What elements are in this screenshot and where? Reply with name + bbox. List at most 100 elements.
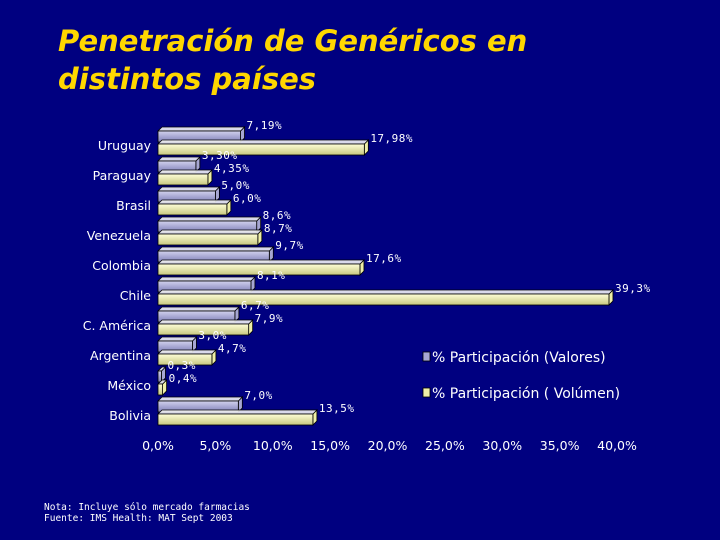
bar-front-face (157, 233, 259, 246)
x-tick-label: 20,0% (368, 438, 408, 453)
category-label-brasil: Brasil (116, 198, 151, 213)
data-label-colombia-volumen: 17,6% (366, 252, 402, 265)
data-label-uruguay-volumen: 17,98% (370, 132, 413, 145)
legend-swatch (422, 351, 431, 362)
bar-top-face (157, 216, 262, 222)
chart-title-line-1: Penetración de Genéricos en (58, 24, 528, 58)
data-label-uruguay-valores: 7,19% (247, 119, 283, 132)
data-label-c-am-rica-valores: 6,7% (241, 299, 270, 312)
bar-argentina-volumen (157, 349, 217, 366)
x-axis-ticks-group: 0,0% 5,0% 10,0% 15,0% 20,0% 25,0% 30,0% 35,0% 40… (142, 438, 637, 453)
bar-paraguay-valores (157, 156, 201, 173)
bar-top-face (157, 199, 232, 205)
bar-c-am-rica-valores (157, 306, 240, 323)
bar-brasil-volumen (157, 199, 232, 216)
x-tick-label: 5,0% (199, 438, 231, 453)
category-label-colombia: Colombia (92, 258, 151, 273)
bar-colombia-volumen (157, 259, 365, 276)
bar-top-face (157, 229, 263, 235)
x-tick-label: 35,0% (540, 438, 580, 453)
legend-label: % Participación (Valores) (432, 350, 606, 366)
bar-top-face (157, 409, 318, 415)
category-label-uruguay: Uruguay (98, 138, 152, 153)
legend: % Participación (Valores) % Participación… (422, 350, 620, 402)
data-label-c-am-rica-volumen: 7,9% (255, 312, 284, 325)
bar-front-face (157, 143, 365, 156)
footnote-source: Fuente: IMS Health: MAT Sept 2003 (44, 513, 233, 524)
bar-venezuela-valores (157, 216, 262, 233)
x-tick-label: 30,0% (482, 438, 522, 453)
bar-top-face (157, 246, 275, 252)
chart-title: Penetración de Genéricos en distintos pa… (58, 22, 618, 98)
data-label-brasil-valores: 5,0% (221, 179, 250, 192)
data-label-m-xico-volumen: 0,4% (169, 372, 198, 385)
data-label-m-xico-valores: 0,3% (167, 359, 196, 372)
data-label-venezuela-valores: 8,6% (263, 209, 292, 222)
bar-top-face (157, 306, 240, 312)
footnote-note: Nota: Incluye sólo mercado farmacias (44, 502, 250, 513)
data-label-paraguay-volumen: 4,35% (214, 162, 250, 175)
bar-m-xico-valores (157, 366, 167, 383)
bar-top-face (157, 169, 213, 175)
legend-swatch (422, 387, 431, 398)
category-label-venezuela: Venezuela (87, 228, 151, 243)
bar-chile-volumen (157, 289, 614, 306)
data-label-brasil-volumen: 6,0% (233, 192, 262, 205)
bar-top-face (157, 126, 246, 132)
bar-c-am-rica-volumen (157, 319, 254, 336)
legend-entry-valores: % Participación (Valores) (422, 350, 606, 366)
data-label-venezuela-volumen: 8,7% (264, 222, 293, 235)
category-label-chile: Chile (120, 288, 152, 303)
bar-front-face (157, 413, 314, 426)
bar-top-face (157, 289, 614, 295)
data-labels-group: 7,19% 17,98% 3,30%4,35% 5,0%6,0%8,6%8,7% 9,7… (167, 119, 650, 415)
category-label-c-am-rica: C. América (83, 318, 151, 333)
bar-bolivia-volumen (157, 409, 318, 426)
category-label-paraguay: Paraguay (93, 168, 152, 183)
legend-entry-volumen: % Participación ( Volúmen) (422, 386, 620, 402)
bar-top-face (157, 276, 256, 282)
x-tick-label: 0,0% (142, 438, 174, 453)
bar-front-face (157, 173, 209, 186)
bar-front-face (157, 370, 162, 383)
x-tick-label: 10,0% (253, 438, 293, 453)
bar-top-face (157, 259, 365, 265)
bar-top-face (157, 186, 221, 192)
bar-paraguay-volumen (157, 169, 213, 186)
data-label-chile-valores: 8,1% (257, 269, 286, 282)
category-label-argentina: Argentina (90, 348, 151, 363)
bar-uruguay-volumen (157, 139, 370, 156)
data-label-colombia-valores: 9,7% (275, 239, 304, 252)
data-label-bolivia-volumen: 13,5% (319, 402, 355, 415)
data-label-bolivia-valores: 7,0% (244, 389, 273, 402)
bar-top-face (157, 349, 217, 355)
data-label-chile-volumen: 39,3% (615, 282, 651, 295)
bar-top-face (157, 336, 198, 342)
footnotes: Nota: Incluye sólo mercado farmacias Fue… (44, 502, 250, 524)
bar-front-face (157, 353, 213, 366)
data-label-argentina-valores: 3,0% (198, 329, 227, 342)
x-tick-label: 40,0% (597, 438, 637, 453)
x-tick-label: 25,0% (425, 438, 465, 453)
bar-chart: 7,19%17,98%3,30%4,35%5,0%6,0%8,6%8,7%9,7… (83, 119, 650, 453)
data-label-argentina-volumen: 4,7% (218, 342, 247, 355)
bar-top-face (157, 139, 370, 145)
bar-top-face (157, 319, 254, 325)
category-labels-group: Uruguay Paraguay Brasil Venezuela Colombia Ch… (83, 138, 152, 423)
data-label-paraguay-valores: 3,30% (202, 149, 238, 162)
bar-front-face (157, 383, 163, 396)
bar-front-face (157, 263, 361, 276)
bar-front-face (157, 293, 610, 306)
bars-group (157, 126, 614, 426)
bar-front-face (157, 323, 250, 336)
bar-top-face (157, 396, 244, 402)
legend-label: % Participación ( Volúmen) (432, 386, 620, 402)
chart-title-line-2: distintos países (58, 62, 317, 96)
category-label-m-xico: México (107, 378, 151, 393)
category-label-bolivia: Bolivia (109, 408, 151, 423)
bar-m-xico-volumen (157, 379, 168, 396)
bar-top-face (157, 156, 201, 162)
bar-venezuela-volumen (157, 229, 263, 246)
bar-front-face (157, 203, 228, 216)
x-tick-label: 15,0% (310, 438, 350, 453)
